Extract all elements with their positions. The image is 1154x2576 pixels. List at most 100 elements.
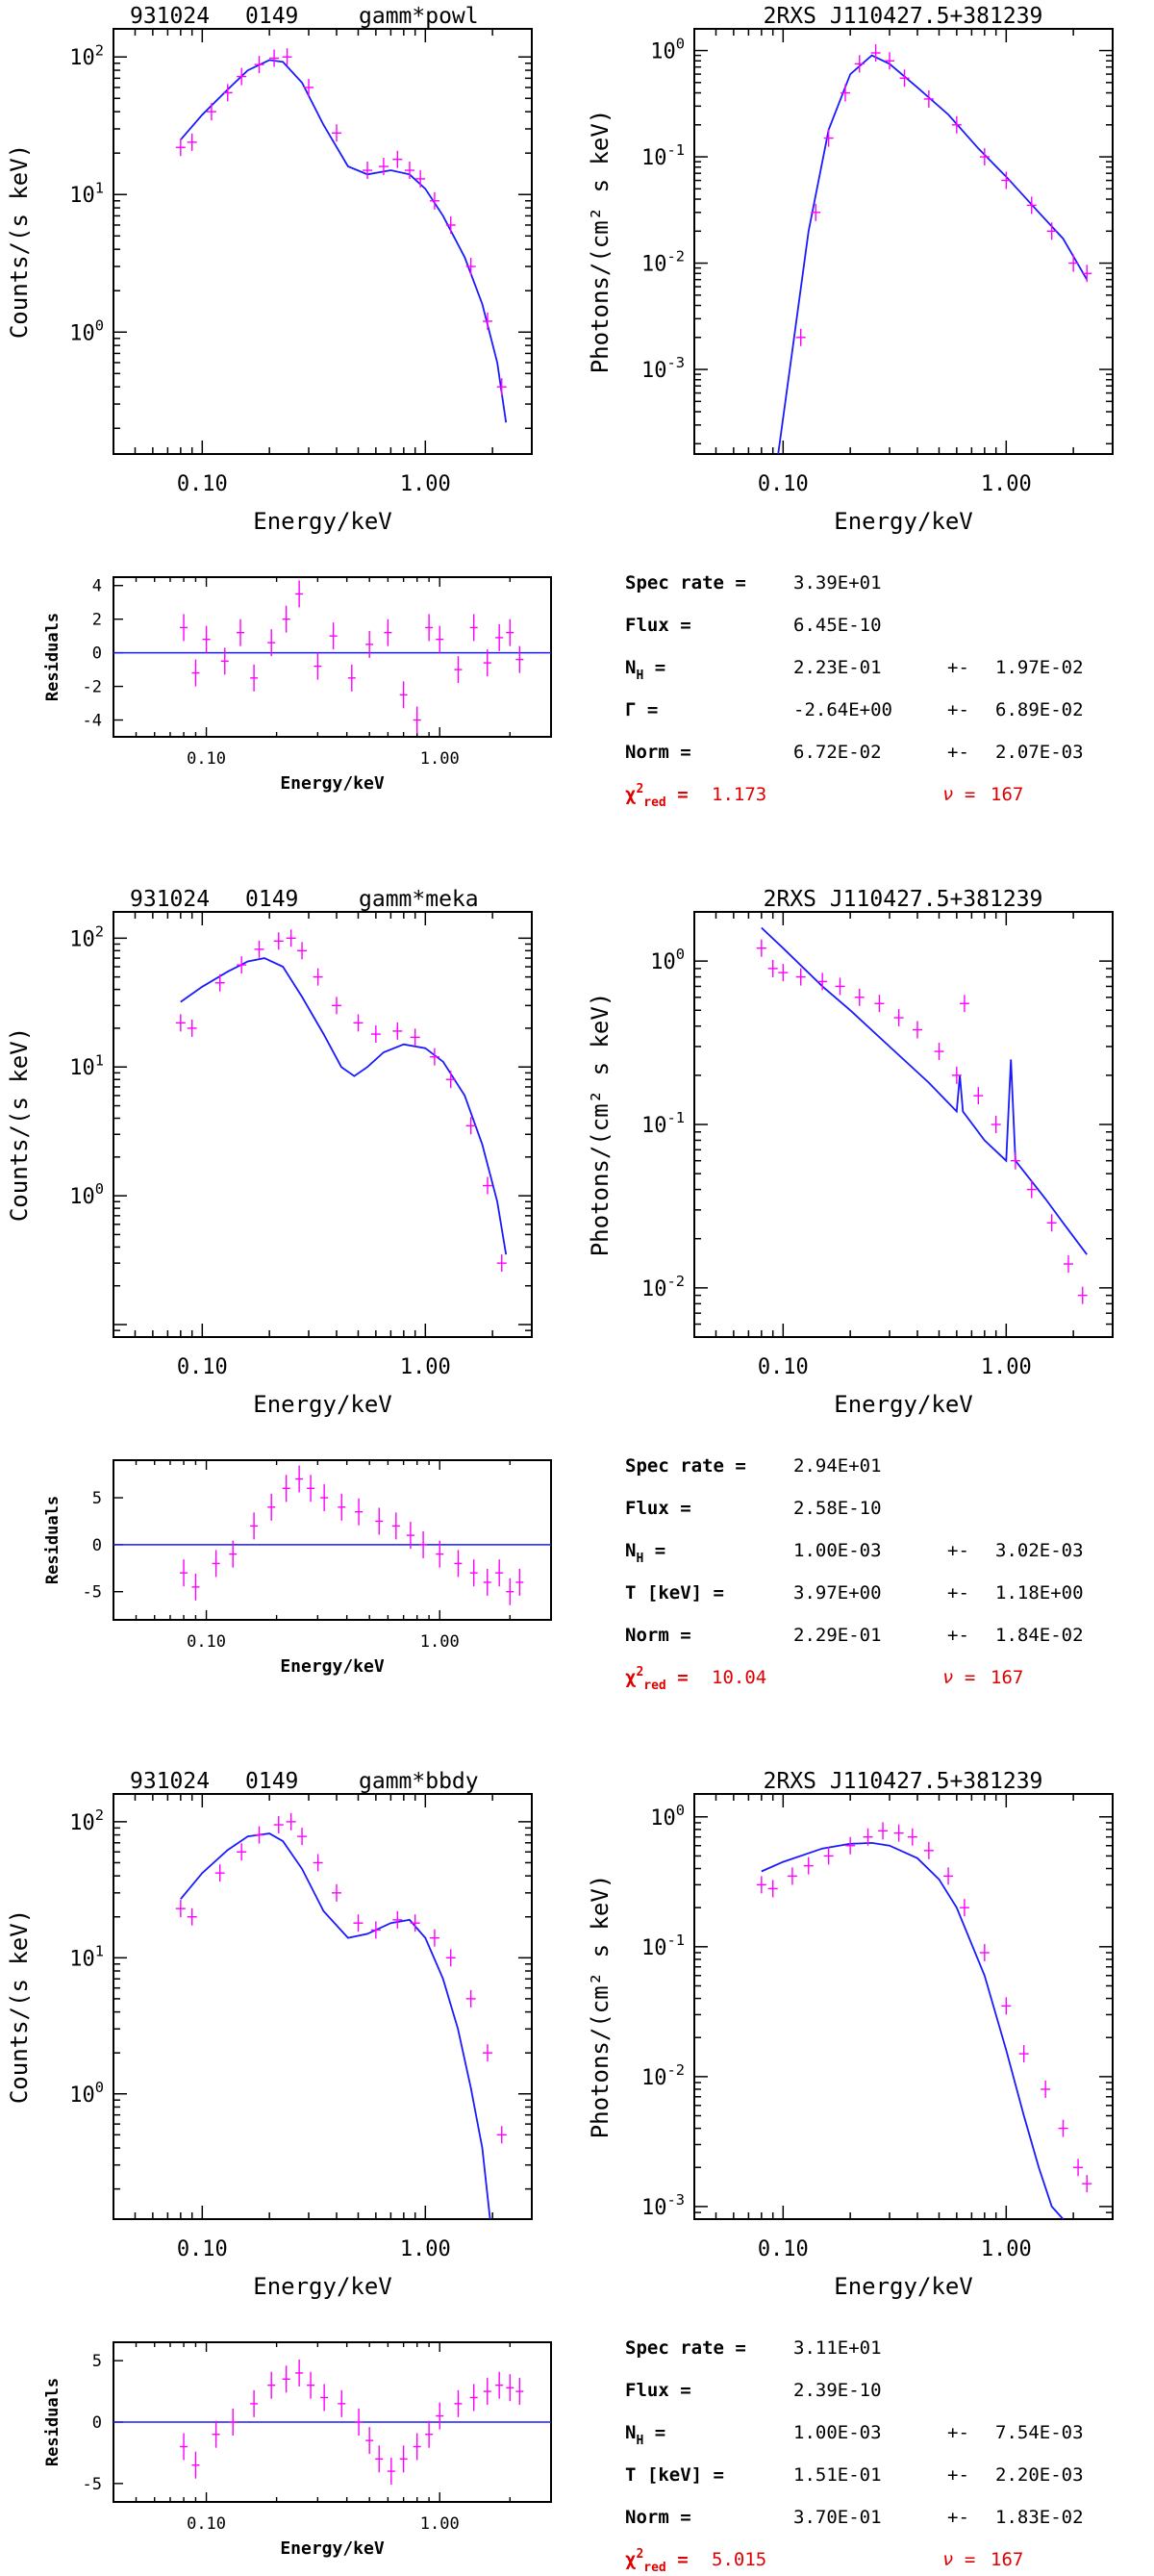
y-tick-label: 101 [69, 1942, 104, 1971]
data-point [885, 52, 895, 70]
residual-point [295, 580, 304, 608]
fit-row: Norm = 6.72E-02 +- 2.07E-03 [625, 742, 1084, 763]
residual-point [406, 1522, 414, 1550]
data-point [756, 1876, 766, 1894]
data-point [854, 55, 865, 73]
residual-point [419, 1530, 428, 1558]
model-curve [180, 59, 508, 423]
data-point [1001, 171, 1012, 189]
x-tick-label: 0.10 [758, 472, 809, 496]
chi2-value: 10.04 [712, 1667, 766, 1688]
y-tick-label: -4 [83, 712, 102, 731]
residual-point [454, 2389, 463, 2417]
residual-point [202, 625, 211, 653]
y-tick-label: 5 [92, 1489, 102, 1508]
data-point [353, 1914, 364, 1932]
counts-plot: 0.10 1.00 100 101 102 Energy/keV Counts/(s keV… [6, 1793, 533, 2300]
data-point [331, 124, 341, 142]
residual-point [515, 1568, 524, 1596]
residual-point [469, 2384, 478, 2412]
counts-plot-frame [113, 28, 533, 455]
residual-point [191, 1573, 200, 1601]
data-point [254, 1826, 264, 1844]
x-tick-label: 1.00 [981, 1355, 1032, 1379]
data-point [973, 1087, 984, 1105]
y-tick-label: 0 [92, 2413, 102, 2433]
fit-pm: +- [947, 742, 969, 763]
obs-time: 0149 [245, 4, 298, 29]
data-point [1063, 1255, 1073, 1274]
fit-pm: +- [947, 699, 969, 720]
source-name: 2RXS J110427.5+381239 [764, 887, 1043, 912]
fit-value: 2.39E-10 [793, 2380, 882, 2401]
data-point [767, 1880, 778, 1898]
y-axis-label: Residuals [43, 613, 63, 701]
residual-point [413, 2433, 421, 2461]
residual-point [387, 2458, 395, 2486]
chi2-value: 1.173 [712, 784, 766, 805]
data-point [811, 203, 821, 221]
obs-id: 931024 [130, 887, 210, 912]
data-point [1058, 2119, 1068, 2137]
y-axis-label: Photons/(cm² s keV) [587, 1875, 614, 2139]
data-point [286, 929, 296, 947]
residual-point [454, 656, 463, 684]
fit-value: 3.11E+01 [793, 2337, 882, 2359]
data-point [465, 258, 476, 276]
chi2-label: χ2red = [625, 782, 689, 810]
fit-label: Γ = [625, 699, 658, 720]
data-point [370, 1025, 381, 1044]
model-name: gamm*meka [359, 887, 479, 912]
source-name: 2RXS J110427.5+381239 [764, 4, 1043, 29]
x-tick-label: 1.00 [420, 2514, 460, 2534]
y-axis-label: Residuals [43, 1496, 63, 1584]
data-point [1041, 2080, 1051, 2098]
data-point [214, 1864, 225, 1882]
residual-point [314, 652, 322, 680]
y-tick-label: 5 [92, 2352, 102, 2371]
data-point [874, 995, 885, 1013]
counts-plot: 0.10 1.00 100 101 102 Energy/keV Counts/(s keV… [6, 28, 533, 535]
residual-point [515, 2378, 524, 2406]
residual-point [399, 681, 408, 709]
x-axis-label: Energy/keV [834, 1391, 973, 1418]
fit-pm: +- [947, 657, 969, 678]
fit-value: 3.70E-01 [793, 2507, 882, 2528]
data-point [795, 328, 806, 346]
data-point [392, 1022, 403, 1040]
fit-label: T [keV] = [625, 2464, 724, 2486]
data-point [1026, 1180, 1037, 1199]
data-point [496, 2126, 507, 2144]
x-tick-label: 0.10 [758, 1355, 809, 1379]
x-axis-label: Energy/keV [253, 508, 392, 535]
y-tick-label: 10-2 [641, 1273, 685, 1301]
obs-time: 0149 [245, 887, 298, 912]
spectrum-block-3: 931024 0149 gamm*bbdy 2RXS J110427.5+381239… [6, 1769, 1114, 2575]
data-point [482, 2044, 492, 2062]
data-point [1010, 1151, 1020, 1170]
obs-time: 0149 [245, 1769, 298, 1794]
data-point [429, 191, 439, 210]
fit-value: 2.23E-01 [793, 657, 882, 678]
residuals-plot-frame [113, 576, 552, 738]
data-point [899, 69, 910, 88]
residual-point [282, 2365, 290, 2393]
data-point [175, 1900, 186, 1918]
fit-label: Norm = [625, 1625, 691, 1646]
y-tick-label: 10-2 [641, 2061, 685, 2090]
fit-value: 3.39E+01 [793, 572, 882, 593]
residual-point [355, 2409, 364, 2436]
data-point [923, 1841, 934, 1859]
model-name: gamm*bbdy [359, 1769, 479, 1794]
residual-point [250, 1512, 259, 1540]
data-point [187, 133, 197, 151]
residual-point [365, 2427, 374, 2455]
residuals-plot: 0.10 1.00 -5 0 5 Energy/keV Residuals [43, 1459, 552, 1677]
data-point [331, 997, 341, 1015]
residual-point [191, 2451, 200, 2479]
fit-label: Norm = [625, 742, 691, 763]
data-point [237, 1843, 247, 1861]
data-point [465, 1117, 476, 1135]
residuals-plot: 0.10 1.00 -4 -2 0 2 4 Energy/keV Residuals [43, 576, 552, 794]
fit-error: 1.18E+00 [995, 1582, 1084, 1604]
